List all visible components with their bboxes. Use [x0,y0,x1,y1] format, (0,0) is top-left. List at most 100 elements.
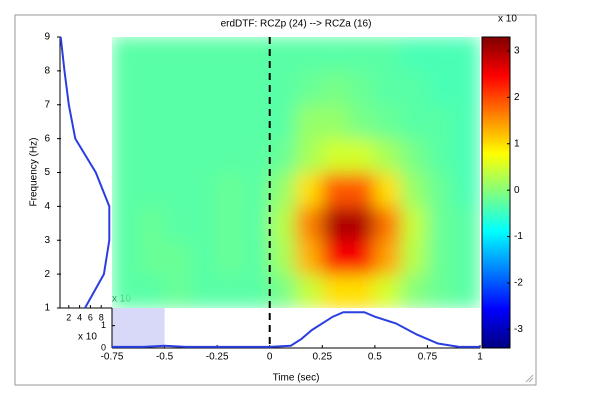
heat-cell [164,138,192,173]
heatmap [112,37,480,308]
heat-cell [374,37,402,72]
colorbar-tick-label: 0 [514,185,520,196]
heat-cell [216,172,244,207]
heat-cell [374,172,402,207]
y-tick-label: 7 [44,99,50,110]
heat-cell [242,37,271,72]
y-axis-label: Frequency (Hz) [29,138,40,207]
heat-cell [295,239,323,275]
baseline-window [112,308,165,348]
heat-cell [137,239,166,275]
heat-cell [400,138,428,173]
heat-cell [269,138,297,173]
heat-cell [426,205,455,241]
heat-cell [216,205,244,241]
x-tick-label: -0.75 [101,352,124,363]
heat-cell [269,239,297,275]
heat-cell [164,37,192,72]
heat-cell [400,205,428,241]
heat-cell [190,138,218,173]
heat-cell [216,70,244,106]
heat-cell [242,172,271,207]
heat-cell [453,273,480,308]
chart-title: erdDTF: RCZp (24) --> RCZa (16) [221,19,372,30]
heat-cell [321,273,350,308]
heat-cell [295,70,323,106]
y-tick-label: 6 [44,133,50,144]
x-tick-label: 1 [477,352,483,363]
heat-cell [112,37,139,72]
heat-cell [190,273,218,308]
heat-cell [190,70,218,106]
heat-cell [112,138,139,173]
heat-cell [400,37,428,72]
heat-cell [242,273,271,308]
heat-cell [164,70,192,106]
heat-cell [321,70,350,106]
heat-cell [190,104,218,140]
heat-cell [374,70,402,106]
heat-cell [112,205,139,241]
heat-cell [216,239,244,275]
heat-cell [348,138,376,173]
colorbar-tick-label: -2 [514,278,523,289]
heat-cell [348,172,376,207]
heat-cell [348,239,376,275]
resize-grip[interactable] [525,374,534,383]
heat-cell [190,172,218,207]
heat-cell [295,104,323,140]
heat-cell [453,205,480,241]
heat-cell [426,138,455,173]
heat-cell [269,273,297,308]
y-tick-label: 4 [44,201,50,212]
heat-cell [400,239,428,275]
heat-cell [426,37,455,72]
heat-cell [453,172,480,207]
y-tick-label: 8 [44,66,50,77]
colorbar-exponent: x 10 [498,14,517,25]
heat-cell [137,70,166,106]
heat-cell [400,70,428,106]
heat-cell [112,239,139,275]
heat-cell [137,273,166,308]
freq-tick-label: 4 [77,312,82,322]
heat-cell [374,104,402,140]
heat-cell [137,138,166,173]
freq-tick-label: 2 [66,312,71,322]
freq-line [59,36,111,309]
heat-cell [164,104,192,140]
heat-cell [426,104,455,140]
y-tick-label: 3 [44,235,50,246]
heat-cell [269,205,297,241]
heat-cell [453,70,480,106]
colorbar-tick-label: 3 [514,46,520,57]
x-axis-label: Time (sec) [273,373,320,384]
heat-cell [242,138,271,173]
heat-cell [164,205,192,241]
heat-cell [348,205,376,241]
heat-cell [137,205,166,241]
heat-cell [321,172,350,207]
heat-cell [400,273,428,308]
heat-cell [242,104,271,140]
heat-cell [269,172,297,207]
heat-cell [295,37,323,72]
time-y-tick-label: 0 [101,342,106,352]
x-tick-label: 0.5 [368,352,382,363]
heat-cell [164,273,192,308]
freq-tick-label: 6 [88,312,93,322]
heat-cell [295,172,323,207]
heat-cell [269,37,297,72]
heat-cell [137,172,166,207]
colorbar-tick-label: -3 [514,324,523,335]
heat-cell [216,273,244,308]
x-tick-label: -0.5 [156,352,174,363]
heat-cell [321,205,350,241]
heat-cell [453,138,480,173]
heat-cell [426,239,455,275]
heat-cell [348,37,376,72]
heat-cell [426,172,455,207]
x-tick-label: 0 [267,352,273,363]
x-tick-label: 0.25 [313,352,333,363]
